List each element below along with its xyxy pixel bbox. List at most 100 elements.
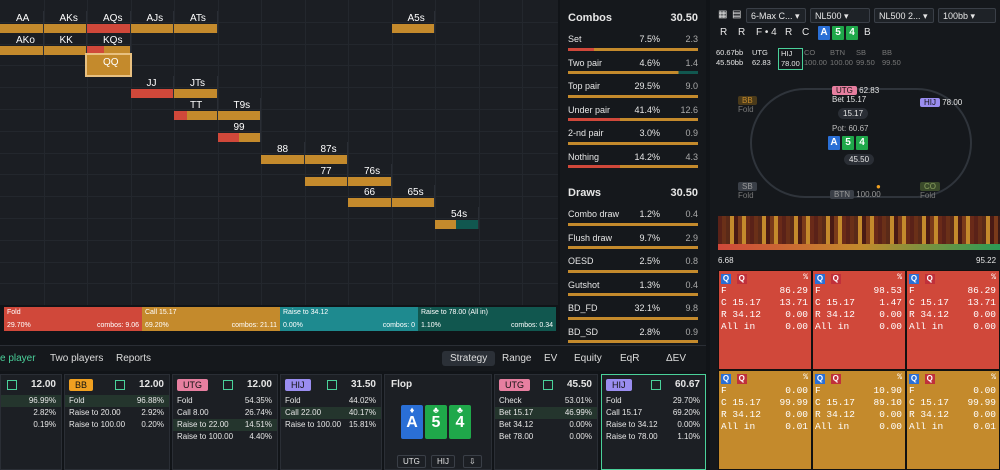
action-row[interactable]: Call 15.17 69.20% — [602, 407, 705, 419]
hand-cell[interactable]: 66 — [348, 185, 392, 208]
action-row[interactable]: Fold 54.35% — [173, 395, 277, 407]
stack-summary-hij[interactable]: HIJ 78.00 — [778, 48, 803, 70]
flop-card-1[interactable]: ♦ A — [401, 405, 423, 439]
action-history-3[interactable]: F • 4 — [756, 27, 777, 38]
hand-cell[interactable]: 65s — [391, 185, 435, 208]
play-icon[interactable] — [327, 380, 337, 390]
hand-cell[interactable]: KQs — [87, 32, 131, 55]
stat-row[interactable]: Combo draw 1.2% 0.4 — [568, 205, 698, 229]
stat-row[interactable]: Top pair 29.5% 9.0 — [568, 77, 698, 101]
action-row[interactable]: Fold 44.02% — [281, 395, 381, 407]
tab-delta-ev[interactable]: ΔEV — [666, 353, 687, 364]
hand-cell[interactable]: A5s — [391, 11, 435, 33]
action-row[interactable]: Raise to 22.00 14.51% — [173, 419, 277, 431]
action-history-b[interactable]: B — [864, 27, 871, 38]
strip-action-0[interactable]: Fold 29.70% combos: 9.06 — [4, 307, 142, 331]
stat-row[interactable]: Flush draw 9.7% 2.9 — [568, 229, 698, 253]
action-history-1[interactable]: R — [720, 27, 728, 38]
action-row[interactable]: Bet 34.12 0.00% — [495, 419, 597, 431]
flop-filter-utg[interactable]: UTG — [397, 455, 426, 468]
tab-two-players[interactable]: Two players — [50, 353, 104, 364]
combo-cell[interactable]: Q Q% F 98.53 C 15.17 1.47 R 34.12 0.00 All in 0.… — [812, 270, 906, 370]
action-row[interactable]: Bet 15.17 46.99% — [495, 407, 597, 419]
board-card-3[interactable]: 4 — [846, 26, 858, 40]
action-row[interactable]: 0.19% — [1, 419, 61, 431]
play-icon[interactable] — [115, 380, 125, 390]
strip-action-2[interactable]: Raise to 34.12 0.00% combos: 0 — [280, 307, 418, 331]
seat-btn[interactable]: BTN 100.00 — [830, 190, 881, 199]
action-history-4[interactable]: R — [785, 27, 793, 38]
player-panel-prev[interactable]: 12.00 96.99% 2.82% 0.19% — [0, 374, 62, 470]
action-row[interactable]: Raise to 20.00 2.92% — [65, 407, 169, 419]
hand-cell[interactable]: 54s — [435, 207, 479, 230]
seat-hij[interactable]: HIJ 78.00 — [920, 98, 962, 107]
action-row[interactable]: Raise to 34.12 0.00% — [602, 419, 705, 431]
flop-filter-hij[interactable]: HIJ — [431, 455, 455, 468]
seat-sb[interactable]: SB Fold — [738, 182, 757, 200]
action-row[interactable]: Raise to 100.00 4.40% — [173, 431, 277, 443]
action-row[interactable]: Check 53.01% — [495, 395, 597, 407]
player-panel-utg[interactable]: UTG 45.50 Check 53.01% Bet 15.17 46.99% Bet 34… — [494, 374, 598, 470]
hand-cell[interactable]: 87s — [304, 141, 348, 164]
stat-row[interactable]: Gutshot 1.3% 0.4 — [568, 276, 698, 300]
player-panel-utg[interactable]: UTG 12.00 Fold 54.35% Call 8.00 26.74% Raise t… — [172, 374, 278, 470]
hand-cell[interactable]: TT — [174, 98, 218, 121]
stack-summary-60.67bb[interactable]: 60.67bb 45.50bb — [716, 48, 743, 68]
hand-cell[interactable]: AKs — [43, 11, 87, 33]
hand-cell[interactable]: AA — [0, 11, 44, 33]
hand-cell[interactable]: 88 — [261, 141, 305, 164]
play-icon[interactable] — [543, 380, 553, 390]
hand-cell[interactable]: ATs — [174, 11, 218, 33]
action-row[interactable]: Raise to 100.00 15.81% — [281, 419, 381, 431]
hand-cell[interactable]: 99 — [217, 120, 261, 142]
hand-cell[interactable]: T9s — [217, 98, 261, 121]
hand-cell[interactable]: JTs — [174, 76, 218, 99]
strip-action-3[interactable]: Raise to 78.00 (All in) 1.10% combos: 0.34 — [418, 307, 556, 331]
hand-cell[interactable]: JJ — [130, 76, 174, 99]
combo-cell[interactable]: Q Q% F 86.29 C 15.17 13.71 R 34.12 0.00 All in 0… — [718, 270, 812, 370]
stat-row[interactable]: BD_FD 32.1% 9.8 — [568, 299, 698, 323]
stat-row[interactable]: Set 7.5% 2.3 — [568, 30, 698, 54]
action-row[interactable]: Fold 29.70% — [602, 395, 705, 407]
action-row[interactable]: 2.82% — [1, 407, 61, 419]
action-row[interactable]: Raise to 100.00 0.20% — [65, 419, 169, 431]
stat-row[interactable]: Two pair 4.6% 1.4 — [568, 54, 698, 78]
strip-action-1[interactable]: Call 15.17 69.20% combos: 21.11 — [142, 307, 280, 331]
hand-cell[interactable]: AQs — [87, 11, 131, 33]
action-row[interactable]: Bet 78.00 0.00% — [495, 431, 597, 443]
action-history-5[interactable]: C — [802, 27, 810, 38]
deck-icon[interactable]: ▦ — [718, 9, 728, 20]
tab-one-player[interactable]: e player — [0, 353, 36, 364]
stack-summary-sb[interactable]: SB 99.50 — [856, 48, 875, 68]
action-history-2[interactable]: R — [738, 27, 746, 38]
hand-cell[interactable]: 77 — [304, 163, 348, 186]
stat-row[interactable]: BD_SD 2.8% 0.9 — [568, 323, 698, 347]
hand-cell[interactable]: 76s — [348, 163, 392, 186]
player-panel-hij[interactable]: HIJ 60.67 Fold 29.70% Call 15.17 69.20% Raise … — [601, 374, 706, 470]
hand-cell[interactable]: QQ — [85, 52, 132, 77]
game-type-dropdown[interactable]: 6-Max C... ▾ — [746, 8, 806, 23]
player-panel-hij[interactable]: HIJ 31.50 Fold 44.02% Call 22.00 40.17% Raise … — [280, 374, 382, 470]
hand-cell[interactable]: KK — [43, 32, 87, 55]
hand-cell[interactable]: AKo — [0, 32, 44, 55]
download-icon[interactable]: ⇩ — [463, 455, 482, 468]
combo-cell[interactable]: Q Q% F 86.29 C 15.17 13.71 R 34.12 0.00 All in 0… — [906, 270, 1000, 370]
board-card-2[interactable]: 5 — [832, 26, 844, 40]
tab-range[interactable]: Range — [502, 353, 532, 364]
play-icon[interactable] — [7, 380, 17, 390]
stack-depth-dropdown[interactable]: 100bb ▾ — [938, 8, 996, 23]
stack-summary-bb[interactable]: BB 99.50 — [882, 48, 901, 68]
combo-cell[interactable]: Q Q% F 0.00 C 15.17 99.99 R 34.12 0.00 All in 0.… — [906, 370, 1000, 470]
stat-row[interactable]: 2-nd pair 3.0% 0.9 — [568, 124, 698, 148]
seat-utg[interactable]: UTG 62.83 Bet 15.17 — [832, 86, 880, 104]
player-panel-bb[interactable]: BB 12.00 Fold 96.88% Raise to 20.00 2.92% Rais… — [64, 374, 170, 470]
combo-cell[interactable]: Q Q% F 10.90 C 15.17 89.10 R 34.12 0.00 All in 0… — [812, 370, 906, 470]
action-row[interactable]: 96.99% — [1, 395, 61, 407]
action-row[interactable]: Fold 96.88% — [65, 395, 169, 407]
action-row[interactable]: Call 8.00 26.74% — [173, 407, 277, 419]
stack-summary-btn[interactable]: BTN 100.00 — [830, 48, 853, 68]
stat-row[interactable]: Under pair 41.4% 12.6 — [568, 101, 698, 125]
action-row[interactable]: Call 22.00 40.17% — [281, 407, 381, 419]
tab-eqr[interactable]: EqR — [620, 353, 640, 364]
seat-bb[interactable]: BB Fold — [738, 96, 757, 114]
